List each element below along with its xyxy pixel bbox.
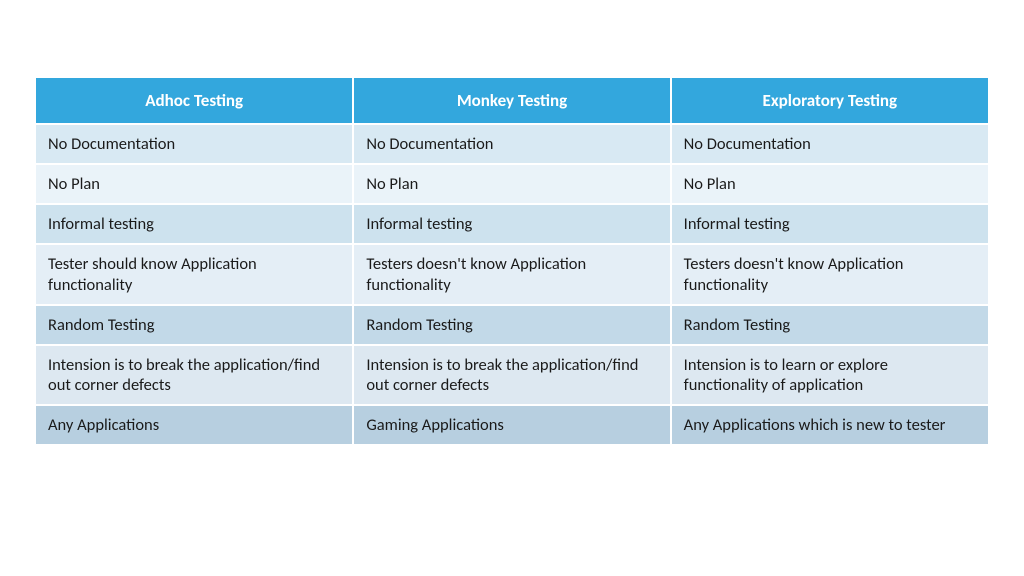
table-body: No DocumentationNo DocumentationNo Docum…	[36, 124, 988, 444]
column-header: Monkey Testing	[353, 78, 670, 124]
comparison-table: Adhoc TestingMonkey TestingExploratory T…	[36, 78, 988, 444]
column-header: Adhoc Testing	[36, 78, 353, 124]
table-cell: Informal testing	[353, 204, 670, 244]
table-cell: Intension is to break the application/fi…	[353, 345, 670, 405]
table-cell: No Plan	[36, 164, 353, 204]
table-row: No PlanNo PlanNo Plan	[36, 164, 988, 204]
table-cell: Random Testing	[353, 305, 670, 345]
table-cell: Gaming Applications	[353, 405, 670, 444]
table-cell: Intension is to break the application/fi…	[36, 345, 353, 405]
slide-container: Adhoc TestingMonkey TestingExploratory T…	[0, 0, 1024, 576]
table-cell: No Documentation	[353, 124, 670, 164]
table-cell: Any Applications which is new to tester	[671, 405, 988, 444]
table-cell: Informal testing	[671, 204, 988, 244]
table-cell: Random Testing	[671, 305, 988, 345]
column-header: Exploratory Testing	[671, 78, 988, 124]
table-cell: No Documentation	[671, 124, 988, 164]
table-cell: No Plan	[353, 164, 670, 204]
table-cell: No Plan	[671, 164, 988, 204]
table-cell: No Documentation	[36, 124, 353, 164]
table-row: No DocumentationNo DocumentationNo Docum…	[36, 124, 988, 164]
table-row: Informal testingInformal testingInformal…	[36, 204, 988, 244]
table-cell: Testers doesn't know Application functio…	[353, 244, 670, 304]
table-row: Any ApplicationsGaming ApplicationsAny A…	[36, 405, 988, 444]
table-row: Intension is to break the application/fi…	[36, 345, 988, 405]
table-header-row: Adhoc TestingMonkey TestingExploratory T…	[36, 78, 988, 124]
table-cell: Testers doesn't know Application functio…	[671, 244, 988, 304]
table-cell: Any Applications	[36, 405, 353, 444]
table-cell: Tester should know Application functiona…	[36, 244, 353, 304]
table-cell: Random Testing	[36, 305, 353, 345]
table-cell: Intension is to learn or explore functio…	[671, 345, 988, 405]
table-header: Adhoc TestingMonkey TestingExploratory T…	[36, 78, 988, 124]
table-row: Random TestingRandom TestingRandom Testi…	[36, 305, 988, 345]
table-row: Tester should know Application functiona…	[36, 244, 988, 304]
table-cell: Informal testing	[36, 204, 353, 244]
